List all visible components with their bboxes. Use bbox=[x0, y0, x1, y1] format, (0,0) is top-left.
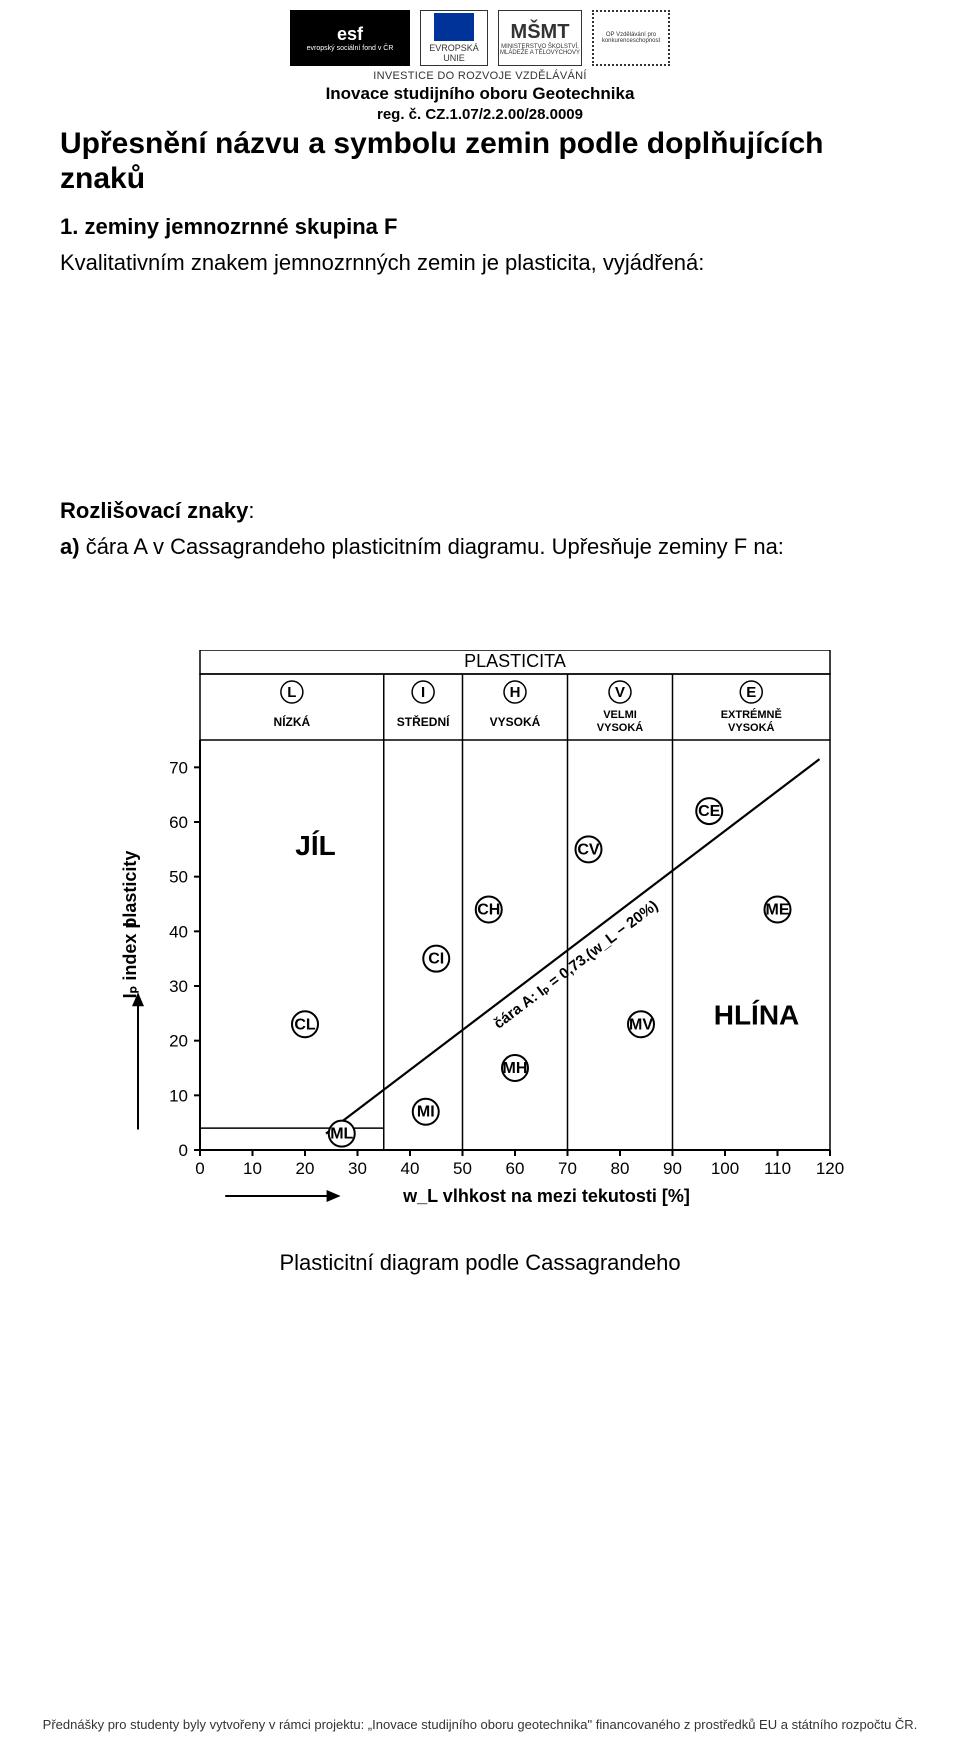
svg-text:CH: CH bbox=[477, 901, 500, 918]
svg-text:STŘEDNÍ: STŘEDNÍ bbox=[397, 714, 450, 729]
svg-text:60: 60 bbox=[169, 813, 188, 832]
header-reg: reg. č. CZ.1.07/2.2.00/28.0009 bbox=[60, 106, 900, 123]
svg-text:40: 40 bbox=[169, 922, 188, 941]
svg-text:30: 30 bbox=[348, 1159, 367, 1178]
svg-text:10: 10 bbox=[169, 1086, 188, 1105]
svg-text:L: L bbox=[287, 684, 296, 701]
svg-text:CE: CE bbox=[698, 803, 721, 820]
logo-row: esf evropský sociální fond v ČR EVROPSKÁ… bbox=[60, 10, 900, 66]
svg-text:I: I bbox=[421, 684, 425, 701]
svg-text:90: 90 bbox=[663, 1159, 682, 1178]
svg-text:w_L vlhkost na mezi tekutosti: w_L vlhkost na mezi tekutosti [%] bbox=[402, 1186, 690, 1206]
svg-text:E: E bbox=[746, 684, 756, 701]
svg-text:VELMI: VELMI bbox=[603, 709, 637, 721]
svg-text:VYSOKÁ: VYSOKÁ bbox=[490, 714, 541, 729]
svg-text:MV: MV bbox=[629, 1016, 653, 1033]
svg-text:H: H bbox=[510, 684, 521, 701]
svg-text:ML: ML bbox=[330, 1125, 353, 1142]
svg-text:CV: CV bbox=[577, 841, 600, 858]
svg-text:VYSOKÁ: VYSOKÁ bbox=[728, 721, 775, 734]
svg-text:Iₚ index plasticity: Iₚ index plasticity bbox=[120, 850, 140, 998]
svg-text:20: 20 bbox=[296, 1159, 315, 1178]
svg-text:100: 100 bbox=[711, 1159, 739, 1178]
svg-text:JÍL: JÍL bbox=[295, 829, 335, 860]
svg-text:HLÍNA: HLÍNA bbox=[714, 999, 800, 1030]
chart-caption: Plasticitní diagram podle Cassagrandeho bbox=[279, 1250, 680, 1276]
svg-text:PLASTICITA: PLASTICITA bbox=[464, 651, 566, 671]
page-title: Upřesnění názvu a symbolu zemin podle do… bbox=[60, 127, 900, 196]
logo-op: OP Vzdělávání pro konkurenceschopnost bbox=[592, 10, 670, 66]
svg-text:80: 80 bbox=[611, 1159, 630, 1178]
svg-text:V: V bbox=[615, 684, 625, 701]
svg-text:110: 110 bbox=[764, 1159, 791, 1178]
svg-text:50: 50 bbox=[453, 1159, 472, 1178]
svg-text:50: 50 bbox=[169, 867, 188, 886]
rozlis-heading: Rozlišovací znaky: bbox=[60, 498, 900, 524]
svg-text:CI: CI bbox=[428, 950, 444, 967]
plasticity-chart: PLASTICITALNÍZKÁISTŘEDNÍHVYSOKÁVVELMIVYS… bbox=[110, 650, 850, 1210]
svg-text:10: 10 bbox=[243, 1159, 262, 1178]
svg-text:60: 60 bbox=[506, 1159, 525, 1178]
svg-text:MI: MI bbox=[417, 1103, 435, 1120]
svg-text:20: 20 bbox=[169, 1031, 188, 1050]
logo-eu: EVROPSKÁ UNIE bbox=[420, 10, 488, 66]
svg-text:120: 120 bbox=[816, 1159, 844, 1178]
logo-esf: esf evropský sociální fond v ČR bbox=[290, 10, 410, 66]
header-subtitle: Inovace studijního oboru Geotechnika bbox=[60, 84, 900, 104]
svg-text:30: 30 bbox=[169, 977, 188, 996]
svg-text:EXTRÉMNĚ: EXTRÉMNĚ bbox=[721, 708, 782, 721]
item-a: a) čára A v Cassagrandeho plasticitním d… bbox=[60, 534, 900, 560]
svg-text:0: 0 bbox=[179, 1141, 188, 1160]
svg-text:70: 70 bbox=[169, 758, 188, 777]
chart-container: PLASTICITALNÍZKÁISTŘEDNÍHVYSOKÁVVELMIVYS… bbox=[60, 650, 900, 1276]
section1-heading: 1. zeminy jemnozrnné skupina F bbox=[60, 214, 900, 240]
svg-text:NÍZKÁ: NÍZKÁ bbox=[274, 714, 311, 729]
invest-line: INVESTICE DO ROZVOJE VZDĚLÁVÁNÍ bbox=[60, 70, 900, 82]
svg-text:40: 40 bbox=[401, 1159, 420, 1178]
svg-text:MH: MH bbox=[503, 1060, 528, 1077]
logo-msmt: MŠMT MINISTERSTVO ŠKOLSTVÍ, MLÁDEŽE A TĚ… bbox=[498, 10, 582, 66]
svg-text:VYSOKÁ: VYSOKÁ bbox=[597, 721, 644, 734]
section1-body: Kvalitativním znakem jemnozrnných zemin … bbox=[60, 248, 900, 278]
svg-text:CL: CL bbox=[294, 1016, 316, 1033]
svg-text:0: 0 bbox=[195, 1159, 204, 1178]
svg-text:ME: ME bbox=[766, 901, 790, 918]
footer: Přednášky pro studenty byly vytvořeny v … bbox=[0, 1717, 960, 1732]
svg-text:70: 70 bbox=[558, 1159, 577, 1178]
